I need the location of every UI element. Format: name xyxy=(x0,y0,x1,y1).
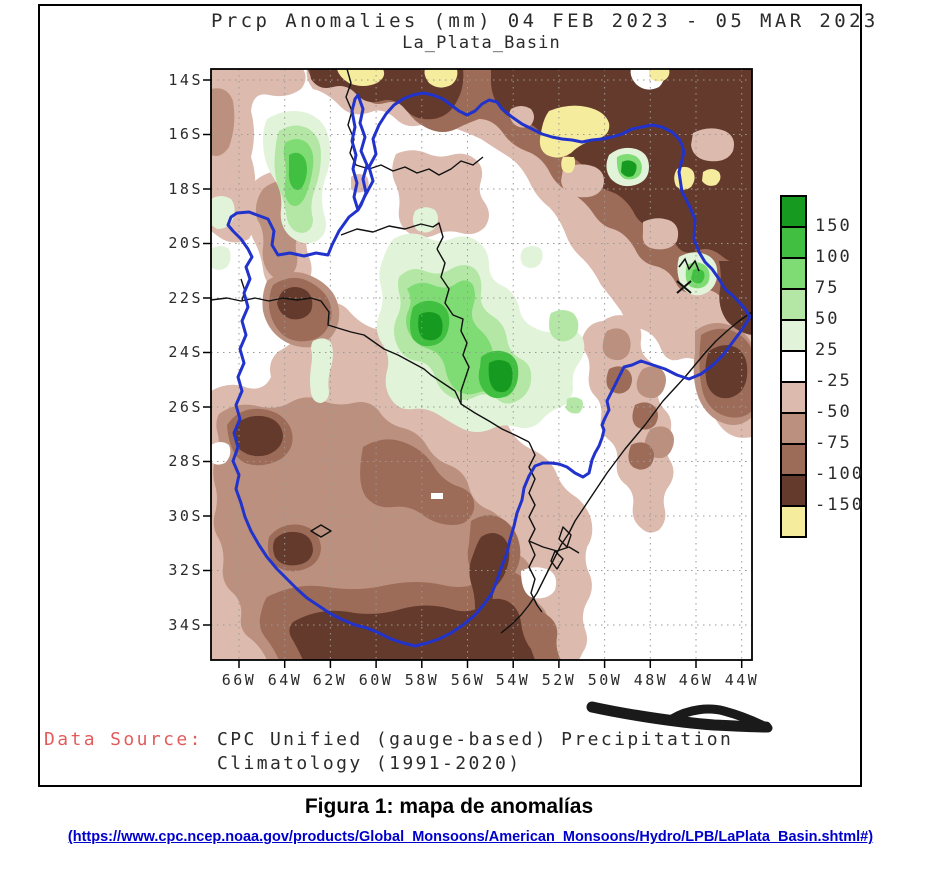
legend-tick-label: 50 xyxy=(815,309,840,329)
legend-tick-label: 25 xyxy=(815,340,840,360)
legend-swatch xyxy=(782,414,805,445)
axis-ticks xyxy=(203,79,743,668)
legend-swatch xyxy=(782,259,805,290)
lat-tick-label: 20S xyxy=(168,234,203,252)
lon-tick-label: 54W xyxy=(495,671,531,689)
lon-tick-label: 46W xyxy=(678,671,714,689)
figure-frame: Prcp Anomalies (mm) 04 FEB 2023 - 05 MAR… xyxy=(38,4,879,787)
legend-tick-label: -25 xyxy=(815,371,852,391)
lat-tick-label: 32S xyxy=(168,561,203,579)
lon-tick-label: 48W xyxy=(633,671,669,689)
legend-swatch xyxy=(782,290,805,321)
legend-tick-label: -100 xyxy=(815,464,864,484)
data-source-label: Data Source: xyxy=(44,729,203,750)
pen-x-mark xyxy=(676,257,700,294)
lon-tick-label: 56W xyxy=(450,671,486,689)
legend-swatch xyxy=(782,197,805,228)
grid-layer xyxy=(211,69,752,660)
anomaly-map xyxy=(203,68,753,668)
lon-tick-label: 58W xyxy=(404,671,440,689)
legend-swatch xyxy=(782,228,805,259)
legend-swatch xyxy=(782,507,805,536)
lat-tick-label: 30S xyxy=(168,507,203,525)
lon-tick-label: 62W xyxy=(312,671,348,689)
lat-tick-label: 26S xyxy=(168,398,203,416)
map-subtitle: La_Plata_Basin xyxy=(402,33,561,53)
source-link-container: (https://www.cpc.ncep.noaa.gov/products/… xyxy=(0,829,941,845)
source-link[interactable]: (https://www.cpc.ncep.noaa.gov/products/… xyxy=(67,829,874,845)
lon-tick-label: 60W xyxy=(358,671,394,689)
legend-tick-label: -150 xyxy=(815,495,864,515)
legend-swatch xyxy=(782,352,805,383)
lat-tick-label: 16S xyxy=(168,125,203,143)
lat-tick-label: 28S xyxy=(168,452,203,470)
legend-swatch xyxy=(782,383,805,414)
legend-tick-label: 75 xyxy=(815,278,840,298)
lat-tick-label: 14S xyxy=(168,71,203,89)
color-bar-legend: 150 100 75 50 25 -25 -50 -75 -100 -150 xyxy=(780,195,862,538)
legend-tick-label: -50 xyxy=(815,402,852,422)
legend-swatch xyxy=(782,476,805,507)
legend-tick-label: 100 xyxy=(815,247,852,267)
lat-tick-label: 18S xyxy=(168,180,203,198)
basin-outline xyxy=(226,91,752,648)
lat-tick-label: 22S xyxy=(168,289,203,307)
data-source-text-line2: Climatology (1991-2020) xyxy=(217,753,522,774)
map-title: Prcp Anomalies (mm) 04 FEB 2023 - 05 MAR… xyxy=(211,10,879,32)
legend-tick-label: -75 xyxy=(815,433,852,453)
map-frame xyxy=(210,68,753,661)
lon-tick-label: 50W xyxy=(587,671,623,689)
data-source-text-line1: CPC Unified (gauge-based) Precipitation xyxy=(217,729,734,750)
legend-swatch xyxy=(782,445,805,476)
marker-scribble xyxy=(586,701,773,733)
lon-tick-label: 44W xyxy=(724,671,760,689)
legend-tick-label: 150 xyxy=(815,216,852,236)
figure-caption: Figura 1: mapa de anomalías xyxy=(304,795,594,818)
lon-tick-label: 64W xyxy=(267,671,303,689)
lat-tick-label: 24S xyxy=(168,343,203,361)
lon-tick-label: 66W xyxy=(221,671,257,689)
lon-tick-label: 52W xyxy=(541,671,577,689)
lat-tick-label: 34S xyxy=(168,616,203,634)
legend-swatch xyxy=(782,321,805,352)
